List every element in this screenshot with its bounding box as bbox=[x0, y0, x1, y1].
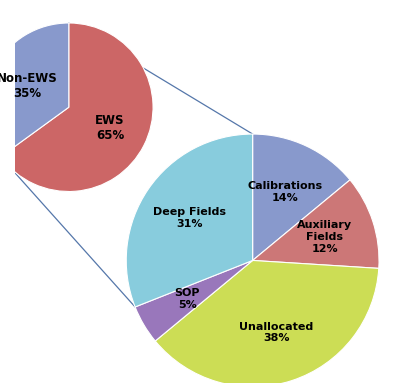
Wedge shape bbox=[135, 260, 253, 341]
Text: Deep Fields
31%: Deep Fields 31% bbox=[154, 207, 226, 229]
Wedge shape bbox=[253, 134, 350, 260]
Text: EWS
65%: EWS 65% bbox=[95, 114, 125, 142]
Wedge shape bbox=[0, 23, 69, 157]
Text: Auxiliary
Fields
12%: Auxiliary Fields 12% bbox=[297, 220, 352, 254]
Wedge shape bbox=[1, 23, 153, 192]
Text: Unallocated
38%: Unallocated 38% bbox=[239, 322, 313, 344]
Text: SOP
5%: SOP 5% bbox=[175, 288, 200, 310]
Wedge shape bbox=[155, 260, 379, 383]
Wedge shape bbox=[253, 180, 379, 268]
Wedge shape bbox=[126, 134, 253, 307]
Text: Non-EWS
35%: Non-EWS 35% bbox=[0, 72, 58, 100]
Text: Calibrations
14%: Calibrations 14% bbox=[247, 181, 322, 203]
